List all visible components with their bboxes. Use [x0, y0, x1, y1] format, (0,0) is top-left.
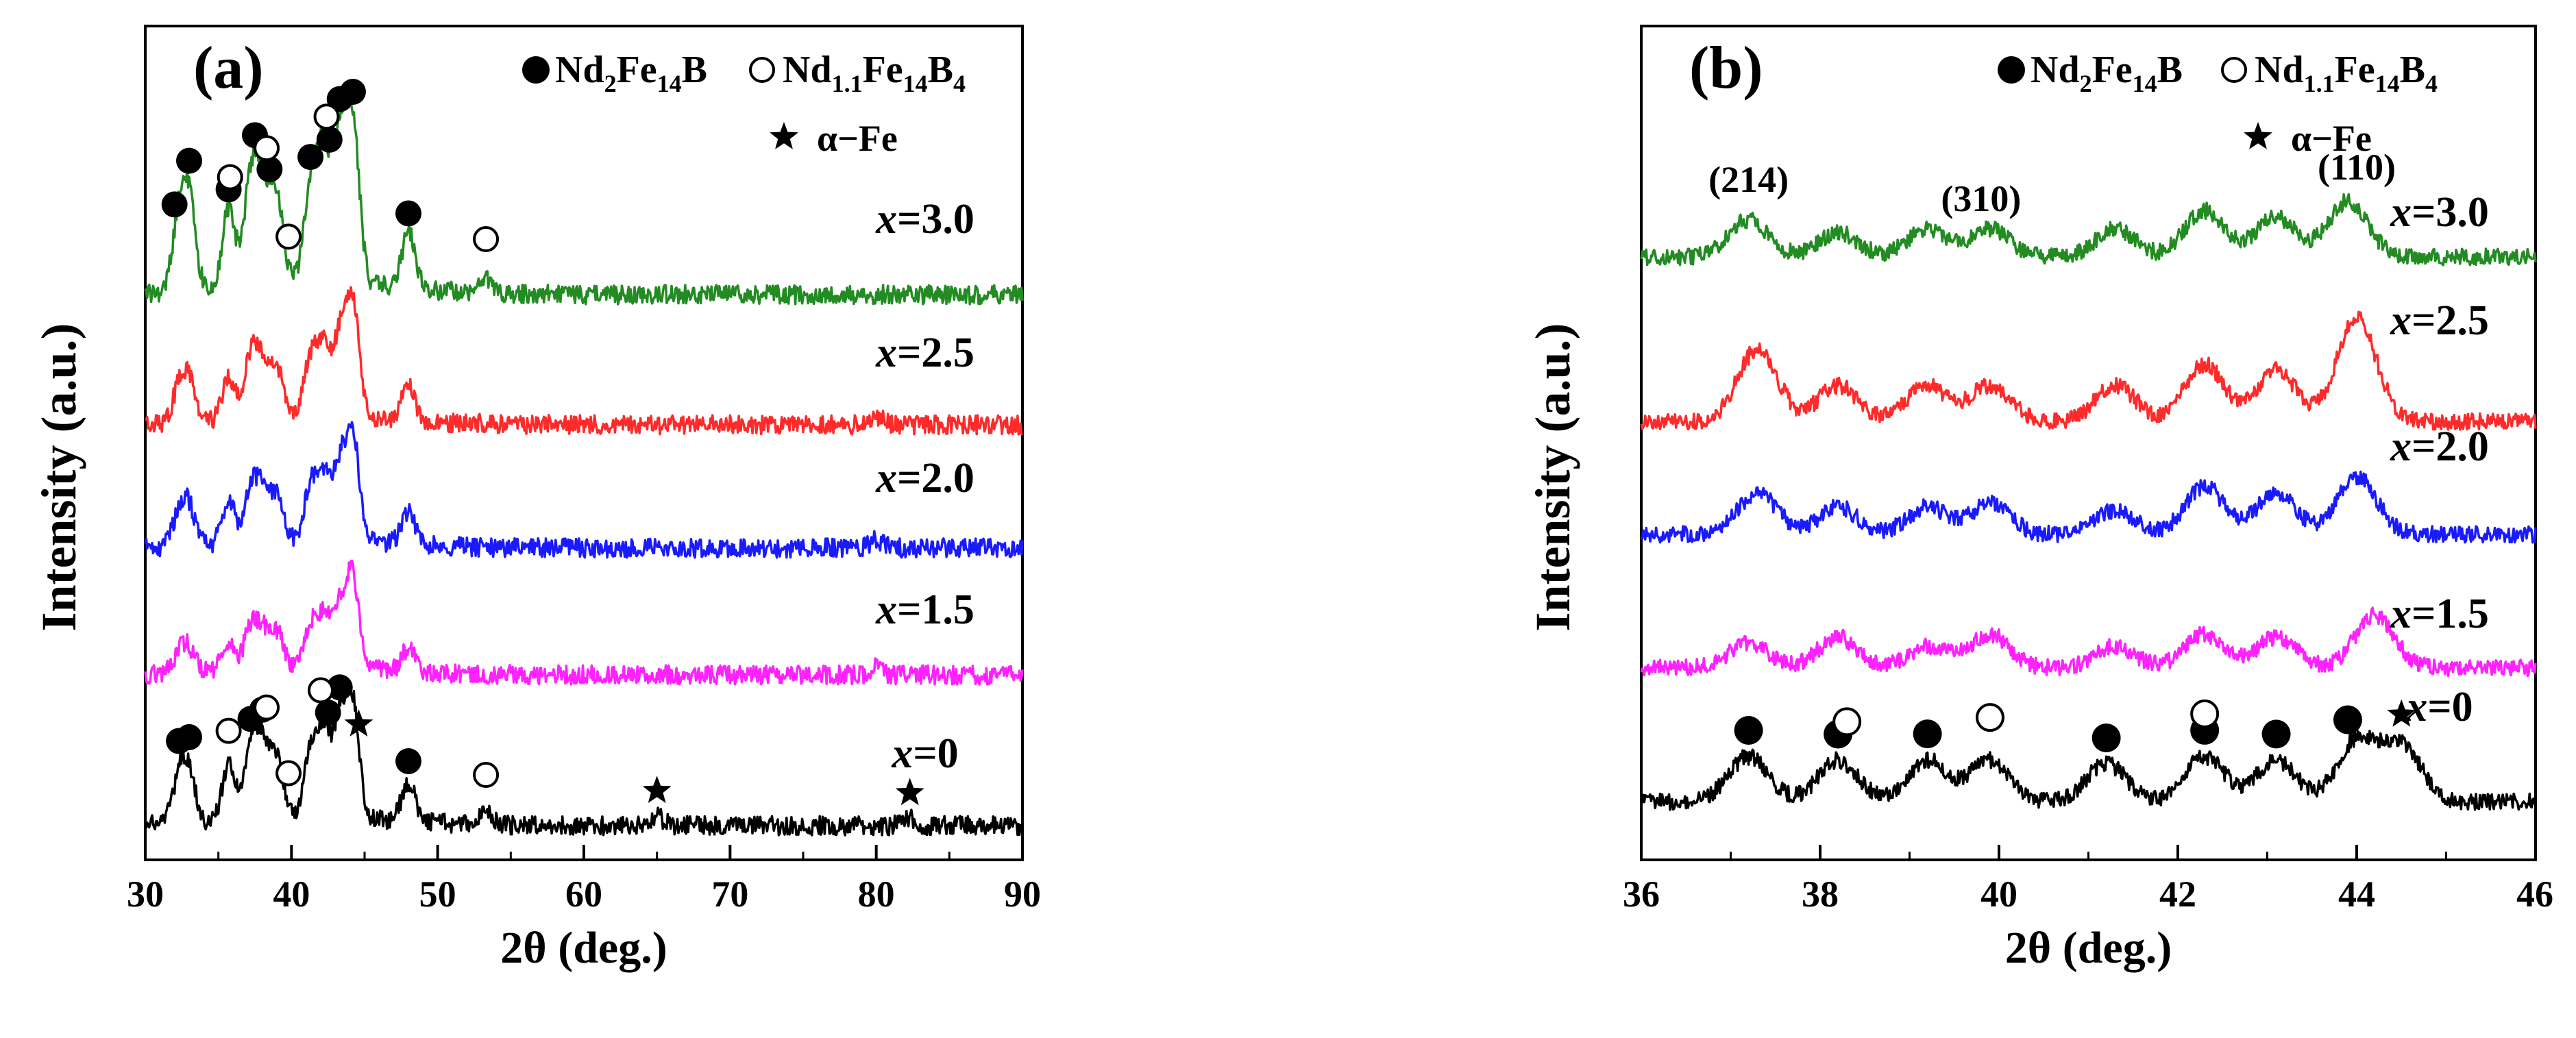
nd2fe14b-marker — [161, 191, 188, 218]
hkl-annotation: (310) — [1941, 178, 2021, 219]
nd2fe14b-marker — [2092, 723, 2121, 752]
legend-nd2fe14b-label: Nd2Fe14B — [555, 49, 707, 97]
x-tick-label: 36 — [1623, 874, 1660, 915]
nd11fe14b4-marker — [217, 164, 243, 190]
series-label: x=0 — [891, 730, 958, 777]
legend-alpha-fe-label: α−Fe — [2291, 118, 2372, 159]
nd2fe14b-marker — [395, 200, 421, 227]
series-label: x=1.5 — [2390, 591, 2489, 637]
nd2fe14b-marker — [395, 748, 421, 774]
hkl-annotation: (110) — [2318, 147, 2396, 188]
nd2fe14b-marker — [316, 126, 343, 153]
legend-star-marker — [2244, 122, 2272, 149]
series-label: x=1.5 — [875, 586, 974, 633]
alpha-fe-marker — [895, 778, 924, 806]
legend-open-circle-marker — [749, 57, 775, 83]
nd2fe14b-marker — [2261, 719, 2291, 749]
x-axis-label: 2θ (deg.) — [500, 923, 667, 973]
series-line-x15 — [1640, 606, 2537, 678]
y-axis-label: Intensity (a.u.) — [1525, 323, 1580, 631]
alpha-fe-marker — [642, 776, 672, 803]
nd2fe14b-marker — [2333, 705, 2362, 734]
legend-nd11fe14b4-label: Nd1.1Fe14B4 — [2255, 49, 2438, 97]
series-line-x20 — [144, 421, 1024, 559]
nd2fe14b-marker — [315, 700, 341, 726]
nd11fe14b4-marker — [254, 135, 280, 162]
nd11fe14b4-marker — [308, 677, 334, 704]
legend-nd2fe14b-label: Nd2Fe14B — [2031, 49, 2183, 97]
nd11fe14b4-marker — [215, 717, 242, 744]
nd11fe14b4-marker — [313, 103, 340, 130]
legend-filled-circle-marker — [522, 56, 550, 84]
series-line-x30 — [144, 96, 1024, 306]
x-tick-label: 60 — [565, 874, 602, 915]
series-label: x=2.0 — [875, 455, 974, 502]
nd2fe14b-marker — [176, 724, 202, 750]
nd11fe14b4-marker — [275, 223, 302, 250]
x-tick-label: 70 — [711, 874, 748, 915]
panel-label: (a) — [193, 35, 264, 101]
x-tick-label: 90 — [1004, 874, 1041, 915]
series-label: x=3.0 — [2390, 189, 2489, 236]
x-tick-label: 38 — [1802, 874, 1839, 915]
nd11fe14b4-marker — [2190, 699, 2220, 728]
nd11fe14b4-marker — [1832, 707, 1862, 737]
x-tick-label: 50 — [419, 874, 456, 915]
legend-star-marker — [770, 122, 798, 149]
series-label: x=2.5 — [2390, 297, 2489, 344]
nd2fe14b-marker — [297, 144, 324, 171]
legend-open-circle-marker — [2221, 57, 2247, 83]
x-tick-label: 42 — [2159, 874, 2196, 915]
nd2fe14b-marker — [1913, 719, 1942, 749]
alpha-fe-marker — [344, 709, 373, 737]
panel-b: 36 38 40 42 44 46 2θ (deg.) Intensity (a.u.) (b)… — [1525, 25, 2553, 973]
panel-label: (b) — [1689, 35, 1763, 101]
nd11fe14b4-marker — [473, 762, 500, 788]
series-line-x20 — [1640, 470, 2537, 544]
alpha-fe-marker — [2387, 699, 2416, 727]
series-label: x=0 — [2405, 684, 2473, 730]
x-tick-label: 40 — [1980, 874, 2017, 915]
nd11fe14b4-marker — [275, 760, 302, 787]
nd11fe14b4-marker — [254, 694, 280, 721]
legend-filled-circle-marker — [1998, 56, 2025, 84]
nd11fe14b4-marker — [473, 226, 500, 252]
series-line-x25 — [145, 286, 1024, 436]
legend-nd11fe14b4-label: Nd1.1Fe14B4 — [783, 49, 966, 97]
series-label: x=3.0 — [875, 196, 974, 243]
series-line-x30 — [1640, 193, 2537, 267]
series-label: x=2.5 — [875, 330, 974, 376]
nd2fe14b-marker — [176, 147, 202, 174]
series-label: x=2.0 — [2390, 423, 2489, 470]
hkl-annotation: (214) — [1708, 159, 1789, 200]
nd2fe14b-marker — [1734, 715, 1763, 745]
x-tick-label: 40 — [273, 874, 310, 915]
x-tick-label: 44 — [2338, 874, 2375, 915]
series-line-x0 — [1640, 729, 2537, 811]
nd2fe14b-marker — [339, 78, 366, 105]
series-line-x25 — [1640, 310, 2537, 431]
nd11fe14b4-marker — [1975, 703, 2004, 732]
x-axis-label: 2θ (deg.) — [2005, 923, 2172, 973]
x-tick-label: 46 — [2516, 874, 2553, 915]
series-line-x0 — [144, 684, 1024, 837]
nd2fe14b-marker — [256, 156, 283, 183]
y-axis-label: Intensity (a.u.) — [32, 323, 86, 631]
series-line-x15 — [144, 559, 1024, 686]
panel-a: 30 40 50 60 70 80 90 2θ (deg.) Intensity (a.u.) (… — [32, 25, 1041, 973]
x-tick-label: 80 — [858, 874, 895, 915]
legend-alpha-fe-label: α−Fe — [817, 118, 898, 159]
x-tick-label: 30 — [127, 874, 164, 915]
